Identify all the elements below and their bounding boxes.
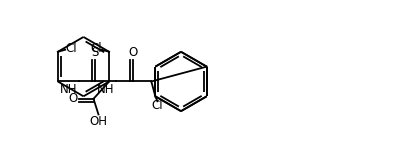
Text: Cl: Cl [65,42,77,55]
Text: NH: NH [97,83,114,96]
Text: NH: NH [60,83,77,96]
Text: O: O [68,92,78,105]
Text: Cl: Cl [90,42,102,55]
Text: Cl: Cl [151,99,163,112]
Text: S: S [91,46,98,59]
Text: O: O [128,46,137,59]
Text: OH: OH [89,115,107,128]
